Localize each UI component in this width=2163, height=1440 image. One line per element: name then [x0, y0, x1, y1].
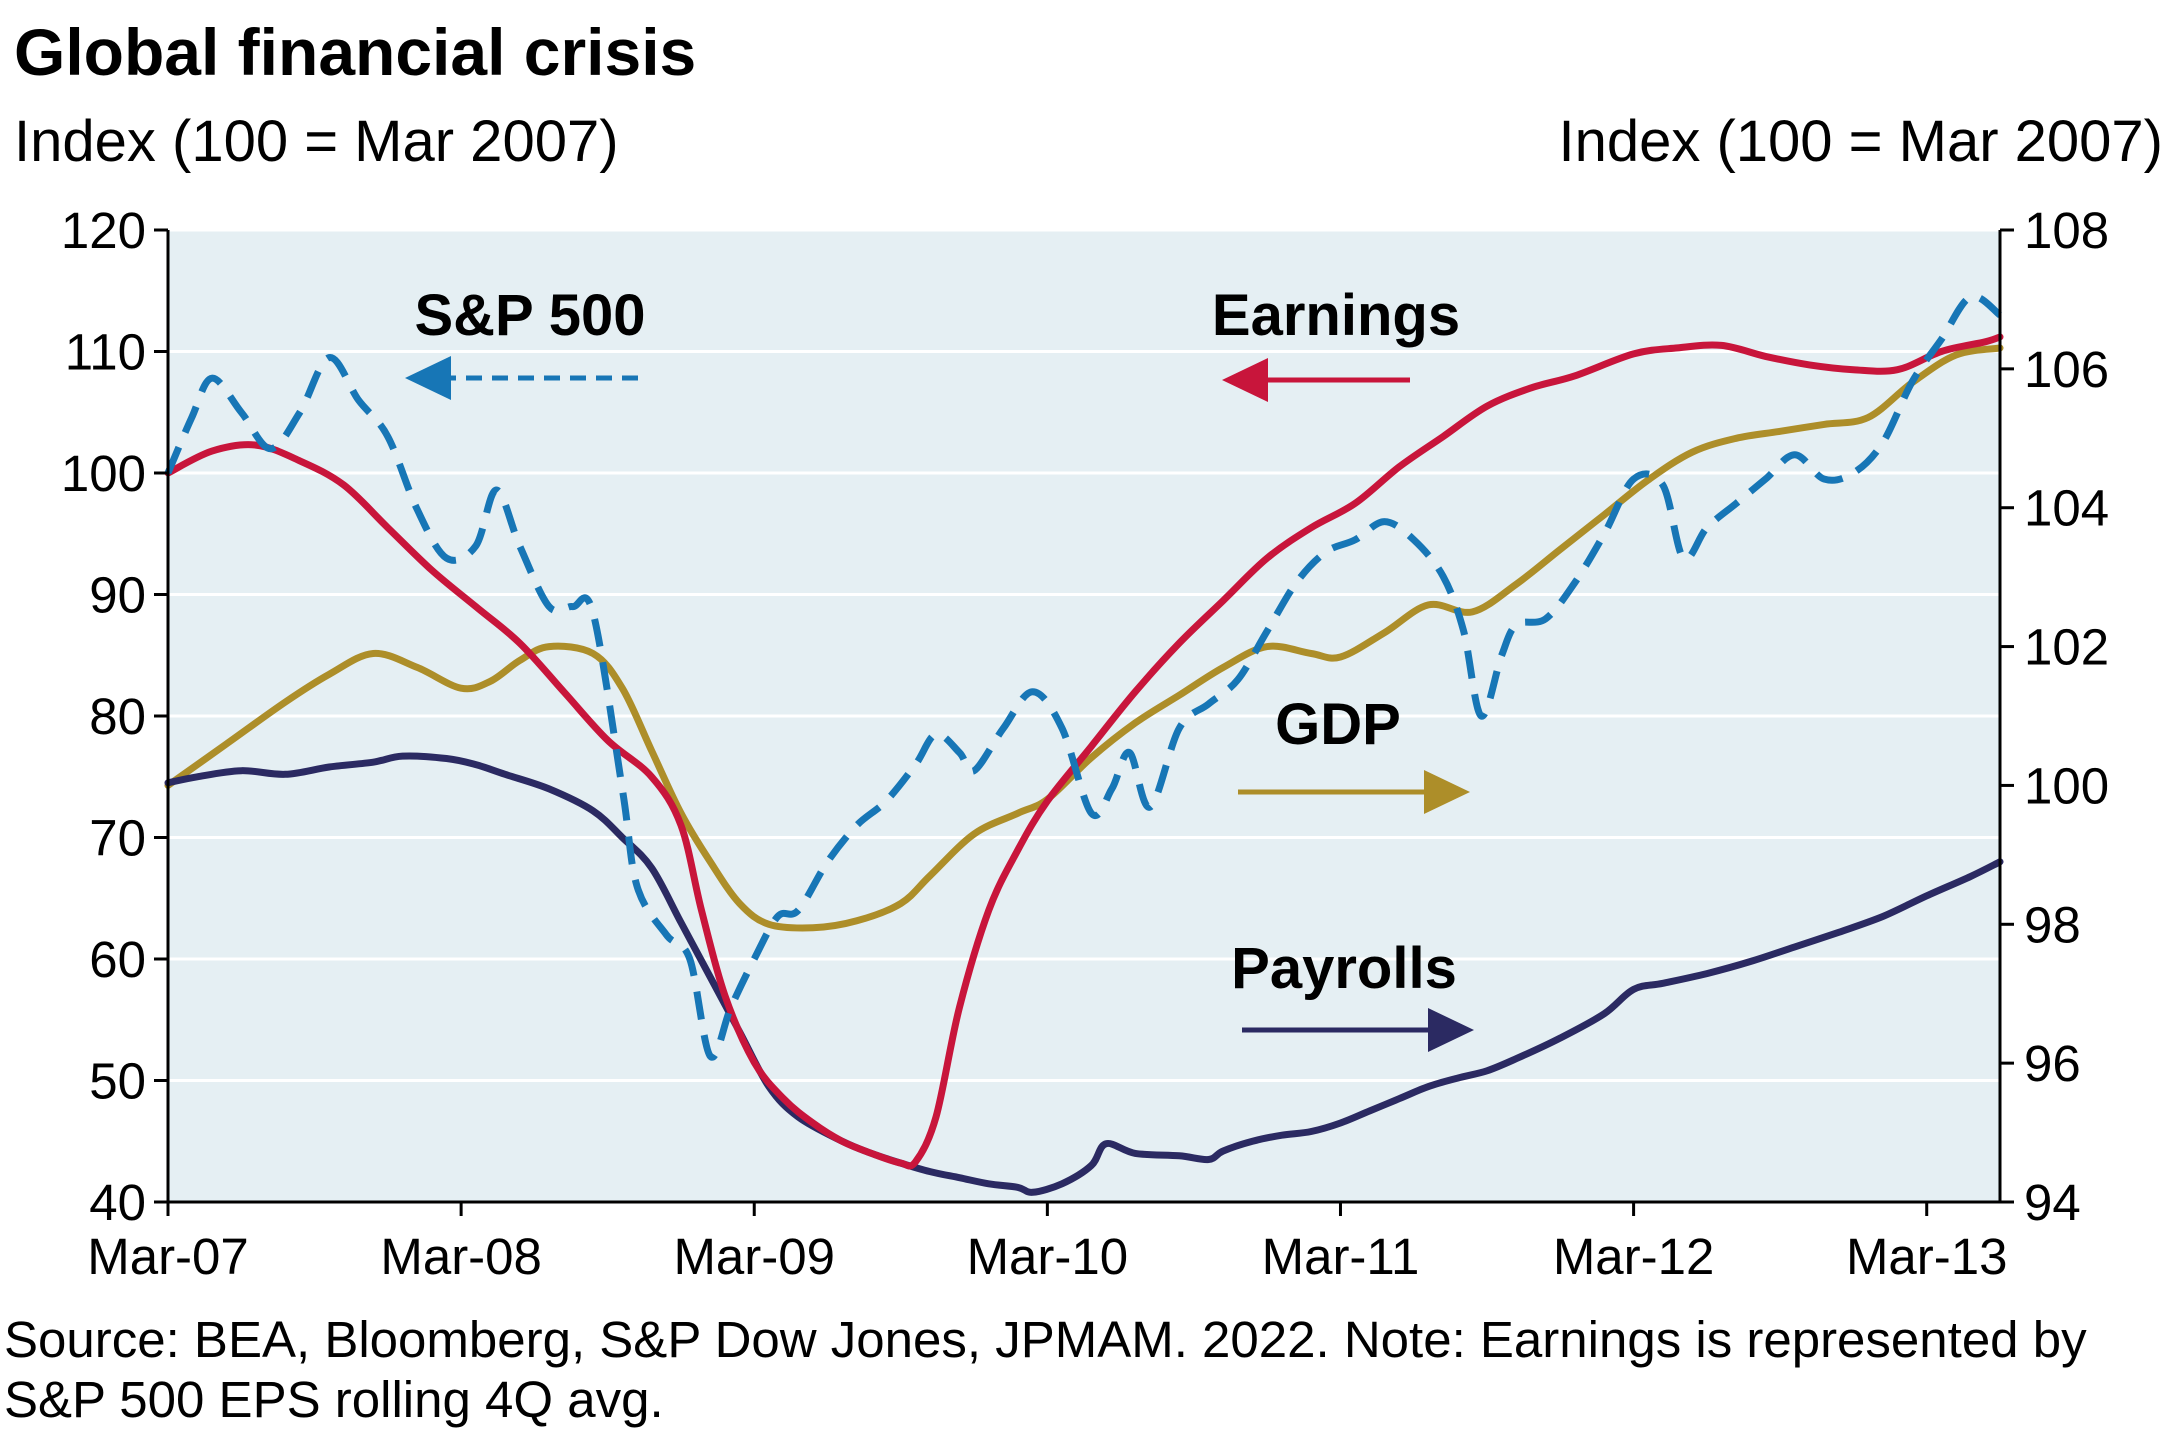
x-tick-label: Mar-13 — [1846, 1228, 2008, 1285]
left-tick-label: 100 — [61, 445, 146, 502]
series-labels: S&P 500 Earnings GDP Payrolls — [405, 283, 1474, 1052]
right-tick-label: 108 — [2024, 202, 2109, 259]
x-tick-label: Mar-08 — [380, 1228, 542, 1285]
earnings-arrow-head — [1222, 358, 1268, 402]
left-tick-label: 110 — [65, 324, 146, 381]
left-tick-label: 90 — [89, 567, 146, 624]
left-tick-label: 70 — [89, 810, 146, 867]
s-p-500-label: S&P 500 — [414, 283, 645, 348]
right-tick-label: 100 — [2024, 757, 2109, 814]
left-tick-label: 80 — [89, 688, 146, 745]
payrolls-line — [164, 752, 2004, 1196]
x-tick-label: Mar-07 — [87, 1228, 249, 1285]
x-tick-label: Mar-12 — [1553, 1228, 1715, 1285]
left-tick-label: 120 — [61, 202, 146, 259]
right-tick-label: 104 — [2024, 480, 2109, 537]
gdp-label: GDP — [1275, 692, 1401, 757]
earnings-line — [164, 333, 2004, 1170]
gdp-line — [164, 344, 2004, 932]
left-tick-label: 50 — [89, 1053, 146, 1110]
grid-lines — [168, 228, 2000, 1082]
axes: 40 50 60 70 80 90 100 110 120 94 96 98 100 102 104 106 1… — [61, 202, 2109, 1285]
s-p-500-line — [164, 292, 2003, 1061]
chart-title: Global financial crisis — [14, 15, 697, 89]
left-tick-label: 60 — [89, 931, 146, 988]
right-tick-label: 106 — [2024, 341, 2109, 398]
right-tick-label: 96 — [2024, 1035, 2081, 1092]
right-tick-label: 94 — [2024, 1174, 2081, 1231]
right-axis-title: Index (100 = Mar 2007) — [1558, 109, 2163, 174]
left-axis-title: Index (100 = Mar 2007) — [14, 109, 619, 174]
x-tick-label: Mar-09 — [673, 1228, 835, 1285]
series-lines — [164, 292, 2004, 1196]
source-note: Source: BEA, Bloomberg, S&P Dow Jones, J… — [4, 1311, 2087, 1428]
x-tick-label: Mar-11 — [1262, 1228, 1420, 1285]
s-p-500-arrow-head — [405, 356, 451, 400]
x-tick-label: Mar-10 — [967, 1228, 1129, 1285]
right-tick-label: 98 — [2024, 896, 2081, 953]
payrolls-arrow-head — [1428, 1008, 1474, 1052]
earnings-label: Earnings — [1212, 283, 1460, 348]
left-tick-label: 40 — [89, 1174, 146, 1231]
line-chart: 40 50 60 70 80 90 100 110 120 94 96 98 100 102 104 106 1… — [61, 202, 2109, 1285]
payrolls-label: Payrolls — [1231, 936, 1457, 1001]
gdp-arrow-head — [1424, 770, 1470, 814]
right-tick-label: 102 — [2024, 619, 2109, 676]
